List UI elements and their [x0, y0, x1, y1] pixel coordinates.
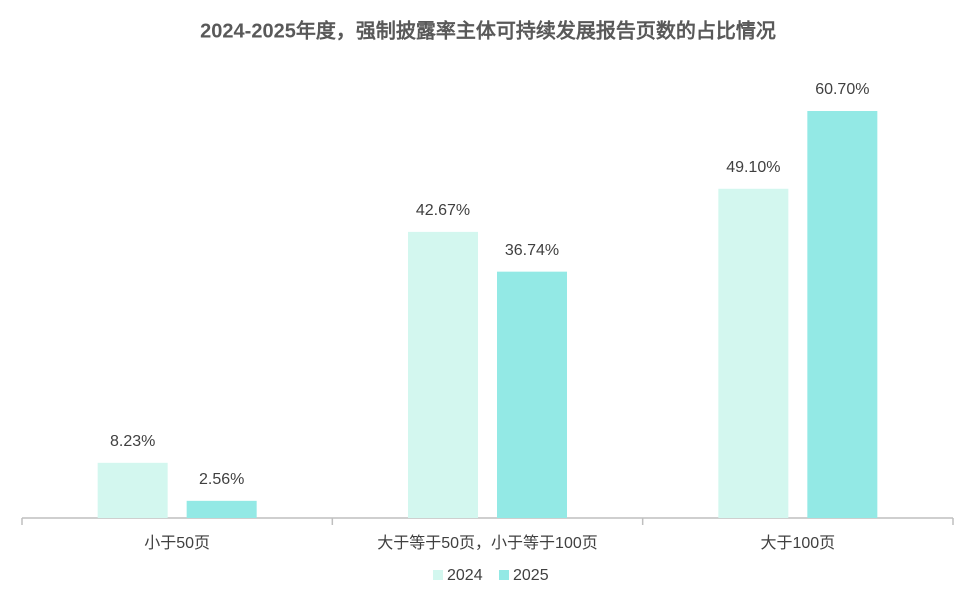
legend-swatch	[433, 570, 443, 580]
value-label: 36.74%	[505, 242, 559, 259]
bar	[718, 188, 789, 518]
bar	[97, 462, 168, 518]
value-label: 60.70%	[815, 81, 869, 98]
bar	[497, 271, 567, 518]
chart-title: 2024-2025年度，强制披露率主体可持续发展报告页数的占比情况	[200, 18, 776, 42]
value-label: 42.67%	[416, 202, 470, 219]
x-tick-label: 大于100页	[760, 534, 835, 552]
legend-label: 2025	[513, 567, 549, 584]
bar	[408, 231, 478, 519]
bar	[186, 500, 257, 518]
x-tick-label: 小于50页	[144, 534, 210, 552]
bar	[807, 111, 878, 518]
x-tick-label: 大于等于50页，小于等于100页	[377, 534, 598, 552]
value-label: 49.10%	[726, 159, 780, 176]
value-label: 2.56%	[199, 471, 244, 488]
legend-swatch	[499, 570, 509, 580]
value-label: 8.23%	[110, 433, 155, 450]
legend-label: 2024	[447, 567, 483, 584]
